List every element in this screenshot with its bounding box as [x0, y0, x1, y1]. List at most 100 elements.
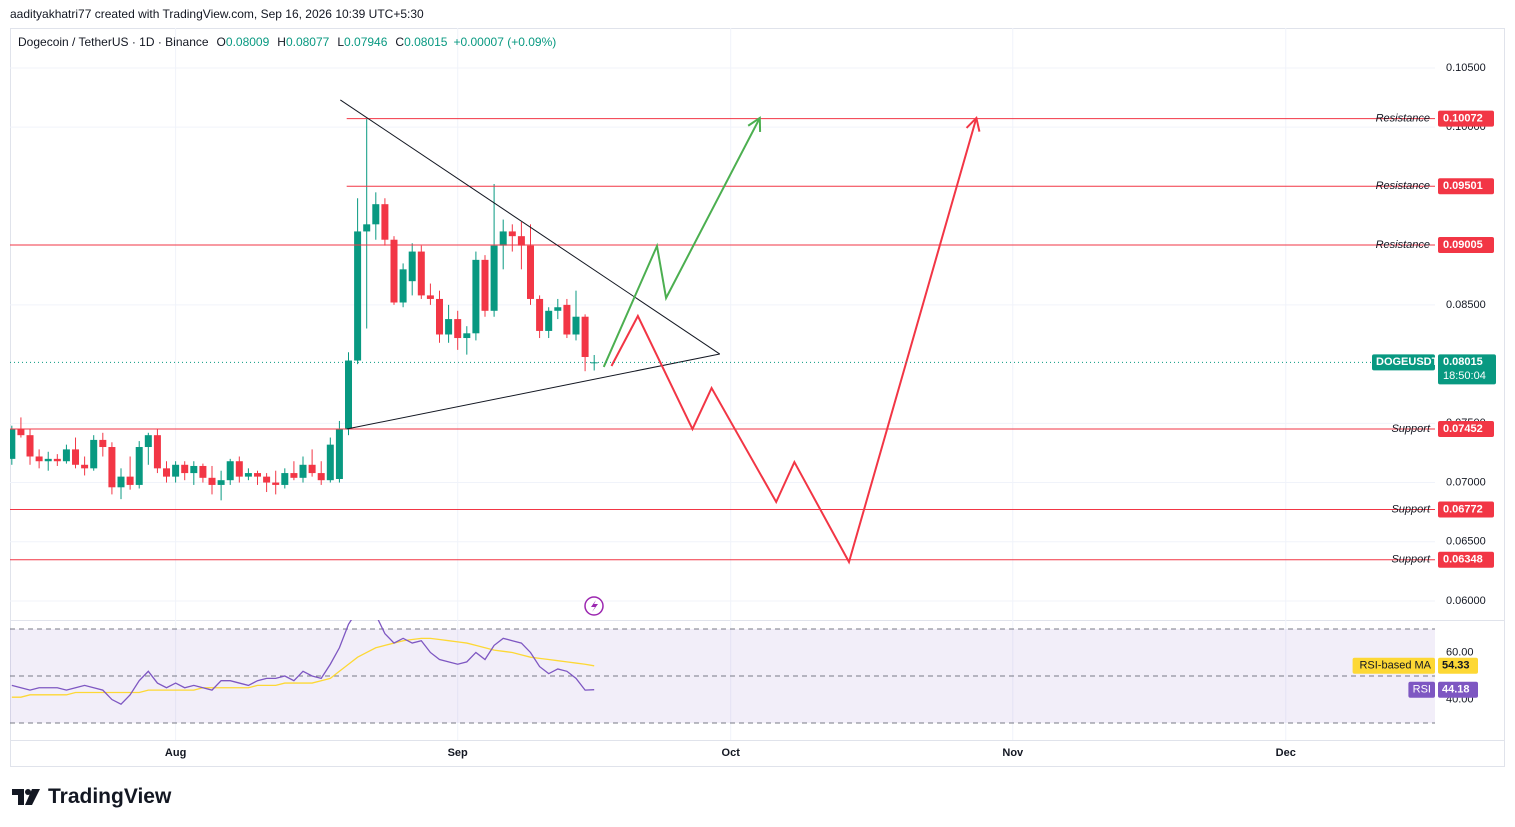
x-tick-label: Dec [1276, 747, 1296, 759]
drawing [346, 353, 720, 430]
y-tick-label: 0.10500 [1446, 62, 1486, 74]
candle-body [490, 245, 498, 311]
candle-body [463, 333, 471, 339]
candle-body [436, 298, 444, 335]
candle-body [481, 259, 489, 311]
level-label: Resistance [1376, 113, 1430, 125]
candle-body [190, 465, 198, 474]
price-badge [1438, 354, 1496, 385]
candle-body [226, 461, 234, 481]
level-value: 0.10072 [1443, 113, 1483, 125]
candle-body [235, 461, 243, 477]
candle-body [326, 444, 334, 481]
candle-body [445, 319, 453, 335]
alert-bolt[interactable] [591, 600, 598, 612]
candle-body [272, 482, 280, 485]
candle-body [299, 464, 307, 478]
candle-body [90, 439, 98, 469]
candle-body [399, 269, 407, 303]
candle-body [99, 439, 107, 448]
candle-body [372, 204, 380, 225]
candle-body [317, 473, 325, 481]
candle-body [335, 429, 343, 479]
candle-body [390, 239, 398, 303]
candle-body [381, 204, 389, 240]
level-label: Support [1391, 554, 1430, 566]
ohlc-key: O [216, 35, 226, 49]
level-value: 0.06772 [1443, 503, 1483, 515]
ohlc-item: H0.08077 [275, 35, 329, 49]
drawing [602, 117, 761, 368]
candle-body [454, 319, 462, 339]
series-value-badge [1438, 681, 1478, 698]
candle-body [44, 458, 52, 462]
series-name: RSI-based MA [1359, 660, 1431, 672]
level-badge [1438, 237, 1494, 254]
ohlc-item: C0.08015 [393, 35, 447, 49]
series-value-badge [1438, 657, 1478, 674]
rsi-tick-label: 60.00 [1446, 646, 1474, 658]
y-tick-label: 0.07000 [1446, 476, 1486, 488]
level-badge [1438, 178, 1494, 195]
y-tick-label: 0.06500 [1446, 536, 1486, 548]
x-tick-label: Aug [165, 747, 186, 759]
candle-body [408, 251, 416, 282]
credit: aadityakhatri77 created with TradingView… [10, 7, 424, 21]
candle-body [108, 447, 116, 488]
level-badge [1438, 110, 1494, 127]
candle-body [508, 231, 516, 237]
change: +0.00007 (+0.09%) [453, 35, 557, 49]
ohlc-item: L0.07946 [335, 35, 387, 49]
ohlc-item: O0.08009 [215, 35, 270, 49]
candle-body [117, 476, 125, 488]
candle-body [281, 473, 289, 485]
candle-body [526, 245, 534, 299]
countdown: 18:50:04 [1443, 370, 1486, 382]
symbol-name: DOGEUSDT [1376, 356, 1439, 368]
candle-body [554, 307, 562, 311]
ohlc-value: 0.08009 [225, 35, 270, 49]
x-tick-label: Sep [448, 747, 468, 759]
y-tick-label: 0.08500 [1446, 299, 1486, 311]
x-tick-label: Nov [1002, 747, 1024, 759]
candle-body [135, 447, 143, 485]
candle-body [199, 465, 207, 478]
level-value: 0.06348 [1443, 554, 1483, 566]
candle-body [172, 464, 180, 477]
candle-body [426, 295, 434, 299]
legend: Dogecoin / TetherUS · 1D · Binance O0.08… [18, 35, 556, 49]
candle-body [35, 456, 43, 462]
candle-body [163, 468, 171, 477]
candle-body [244, 473, 252, 477]
drawing [610, 117, 978, 565]
candle-body [417, 251, 425, 296]
series-name: RSI [1413, 684, 1431, 696]
brand-text: TradingView [48, 785, 172, 808]
level-value: 0.07452 [1443, 423, 1483, 435]
price-value: 0.08015 [1443, 356, 1483, 368]
level-badge [1438, 551, 1494, 568]
rsi-line [11, 637, 595, 698]
level-label: Support [1391, 423, 1430, 435]
level-label: Support [1391, 503, 1430, 515]
ohlc-value: 0.07946 [344, 35, 388, 49]
candle-body [354, 231, 362, 361]
ohlc-key: L [337, 35, 345, 49]
series-value: 44.18 [1442, 684, 1470, 696]
y-tick-label: 0.06000 [1446, 595, 1486, 607]
candle-body [62, 449, 70, 462]
level-value: 0.09005 [1443, 239, 1483, 251]
candle-body [563, 304, 571, 335]
symbol: Dogecoin / TetherUS · 1D · Binance [18, 35, 209, 49]
series-name-badge [1352, 657, 1435, 674]
candle-body [10, 429, 16, 459]
ohlc-key: C [395, 35, 405, 49]
candle-body [536, 298, 544, 331]
logo-part [25, 789, 40, 805]
candle-body [153, 435, 161, 469]
candle-body [26, 435, 34, 457]
alert-icon[interactable] [584, 596, 604, 616]
level-label: Resistance [1376, 239, 1430, 251]
level-badge [1438, 421, 1494, 438]
